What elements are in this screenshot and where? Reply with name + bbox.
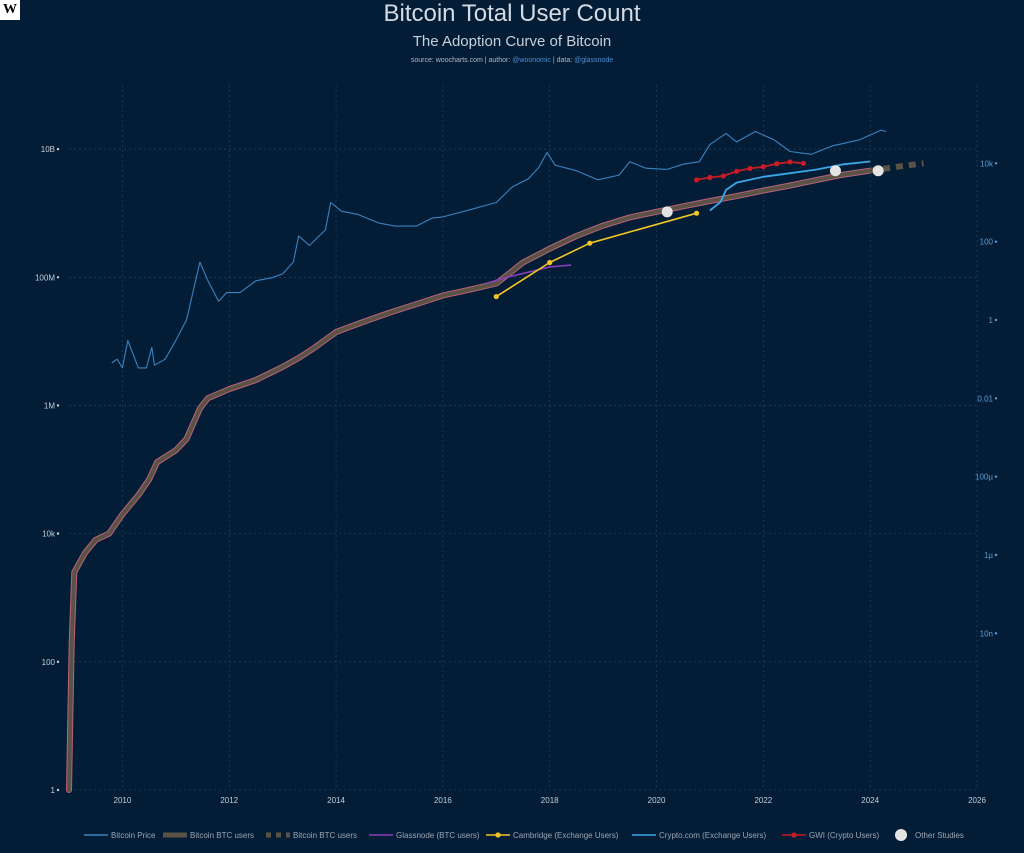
x-tick-label: 2014 [327,796,345,805]
y-left-tick-mark [56,660,60,664]
chart-source-line: source: woocharts.com | author: @woonomi… [0,57,1024,64]
series-gwi-crypto-users-point [787,159,793,165]
source-prefix: source: woocharts.com | author: [410,57,513,64]
y-right-tick-label: 100 [980,238,994,247]
y-left-tick-mark [56,788,60,792]
legend-label: Other Studies [915,831,964,840]
legend-swatch-marker [791,832,797,838]
y-right-tick-mark [994,240,998,243]
series-cambridge-exchange-users-line [495,212,697,298]
y-right-tick-mark [994,318,998,322]
y-right-tick-label: 10n [980,629,993,638]
chart-title: Bitcoin Total User Count [383,0,641,27]
other-study-point [829,165,841,177]
y-right-tick-mark [994,632,998,635]
series-cambridge-exchange-users-point [493,293,499,300]
legend-label: Glassnode (BTC users) [396,831,480,840]
legend-label: GWI (Crypto Users) [809,831,880,840]
series-cambridge-exchange-users-point [547,259,553,266]
legend-item: Crypto.com (Exchange Users) [632,831,766,840]
data-source-link[interactable]: @glassnode [574,57,614,64]
x-tick-label: 2024 [861,796,879,805]
series-gwi-crypto-users-point [707,174,713,181]
series-gwi-crypto-users-point [693,177,700,183]
series-gwi-crypto-users-point [747,165,753,171]
legend-label: Bitcoin BTC users [190,831,254,840]
chart-subtitle: The Adoption Curve of Bitcoin [412,33,612,50]
y-right-tick-mark [994,475,998,478]
series-cambridge-exchange-users-point [693,210,700,216]
legend-label: Cambridge (Exchange Users) [513,831,619,840]
author-link[interactable]: @woonomic [512,57,551,64]
series-gwi-crypto-users-point [734,168,740,174]
y-left-tick-mark [56,276,60,279]
y-left-tick-label: 10B [41,145,55,154]
y-left-tick-mark [56,532,60,535]
series-btc-users-outline [66,167,874,793]
legend-swatch-marker [495,832,501,838]
y-left-tick-label: 1M [44,401,55,410]
legend-label: Crypto.com (Exchange Users) [659,831,766,840]
x-tick-label: 2020 [648,796,666,805]
legend-item: Glassnode (BTC users) [369,831,480,840]
y-left-tick-label: 1 [51,786,56,795]
legend-swatch [895,829,907,841]
legend-item: Bitcoin BTC users [266,831,357,840]
series-gwi-crypto-users-point [774,161,780,167]
legend-label: Bitcoin BTC users [293,831,357,840]
y-left-tick-label: 100 [42,658,56,667]
y-right-tick-mark [994,553,998,557]
legend-label: Bitcoin Price [111,831,156,840]
series-cambridge-exchange-users-point [587,240,593,246]
series-btc-users-line [67,168,873,792]
x-tick-label: 2026 [968,796,986,805]
series-bitcoin-price-line [111,129,887,369]
y-right-tick-mark [994,162,998,165]
series-gwi-crypto-users-point [800,160,807,166]
y-left-tick-mark [56,404,60,407]
legend-item: Cambridge (Exchange Users) [486,831,619,840]
x-tick-label: 2018 [541,796,559,805]
y-right-tick-mark [994,397,998,400]
data-prefix: | data: [550,57,575,64]
y-right-tick-label: 100µ [975,473,993,482]
other-study-point [661,206,673,218]
y-right-tick-label: 1 [989,316,994,325]
y-left-tick-mark [56,147,60,151]
legend-item: Other Studies [895,829,964,841]
legend-item: Bitcoin Price [84,831,156,840]
series-gwi-crypto-users-point [760,164,766,170]
y-right-tick-label: 1µ [984,551,993,560]
series-gwi-crypto-users-point [720,173,726,179]
x-tick-label: 2016 [434,796,452,805]
x-tick-label: 2010 [114,796,132,805]
series-glassnode-btc-users-line [485,264,572,285]
y-right-tick-label: 10k [980,159,994,168]
y-left-tick-label: 100M [35,273,55,282]
woocharts-logo: W [0,0,20,20]
y-right-tick-label: 0.01 [977,394,993,403]
x-tick-label: 2022 [754,796,772,805]
other-study-point [872,165,884,177]
legend-item: GWI (Crypto Users) [782,831,880,840]
legend-item: Bitcoin BTC users [163,831,254,840]
x-tick-label: 2012 [220,796,238,805]
series-btc-users-projection [869,160,924,174]
y-left-tick-label: 10k [42,530,56,539]
